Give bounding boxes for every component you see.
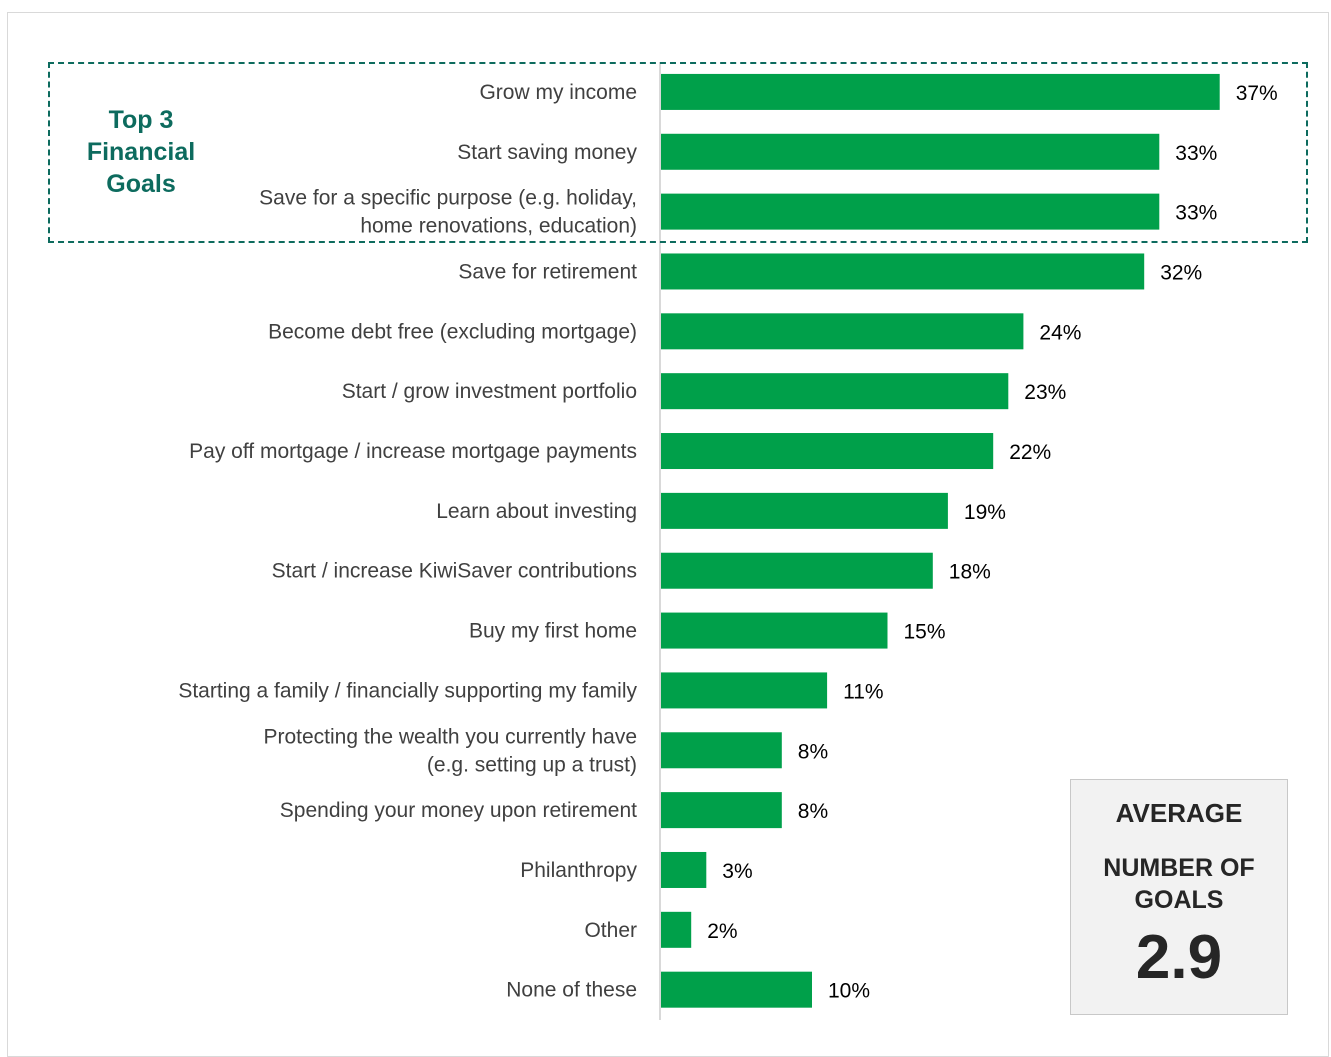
value-label: 10% [828,980,870,1003]
top-3-highlight-label: Top 3 Financial Goals [86,106,196,198]
bar [661,133,1160,170]
number-of-goals-label: NUMBER OF GOALS [1103,854,1255,914]
category-label-line: Become debt free (excluding mortgage) [268,320,637,343]
category-label-line: Save for retirement [458,260,637,283]
value-label: 22% [1009,441,1051,464]
value-label: 33% [1175,202,1217,225]
category-label-line: Buy my first home [469,620,637,643]
value-label: 18% [949,561,991,584]
category-label: Other [584,919,637,942]
bar [661,73,1220,110]
bar [661,732,782,769]
value-label: 33% [1175,142,1217,165]
bar [661,193,1160,230]
category-label: Protecting the wealth you currently have… [263,725,637,776]
category-label: Start / grow investment portfolio [342,380,637,403]
bar [661,253,1145,290]
category-label-line: (e.g. setting up a trust) [427,753,637,776]
value-label: 24% [1039,321,1081,344]
category-label-line: Pay off mortgage / increase mortgage pay… [189,440,637,463]
bar [661,851,707,888]
category-label: None of these [506,979,637,1002]
bars-layer [661,73,1220,1008]
category-label-line: Protecting the wealth you currently have [263,725,637,748]
value-label: 8% [798,740,828,763]
average-goals-box: AVERAGE NUMBER OF GOALS 2.9 [1070,779,1288,1015]
category-label: Philanthropy [520,859,637,882]
category-label-line: home renovations, education) [360,215,637,238]
category-label: Grow my income [479,81,637,104]
value-label: 19% [964,501,1006,524]
value-label: 37% [1236,82,1278,105]
bar [661,552,933,589]
category-label-line: None of these [506,979,637,1002]
value-label: 2% [707,920,737,943]
category-label-line: Other [584,919,637,942]
average-label: AVERAGE [1115,798,1243,828]
category-label-line: Grow my income [479,81,637,104]
category-label: Start / increase KiwiSaver contributions [272,560,637,583]
category-label-line: Start saving money [457,141,637,164]
value-label: 3% [722,860,752,883]
category-label: Start saving money [457,141,637,164]
value-label: 11% [843,680,883,703]
category-label-line: Start / grow investment portfolio [342,380,637,403]
category-label: Spending your money upon retirement [280,799,637,822]
bar [661,672,828,709]
category-label-line: Philanthropy [520,859,637,882]
category-label-line: Start / increase KiwiSaver contributions [272,560,637,583]
category-label-line: Learn about investing [436,500,637,523]
bar [661,971,812,1008]
bar [661,373,1009,410]
bar [661,492,948,529]
category-label: Pay off mortgage / increase mortgage pay… [189,440,637,463]
value-label: 8% [798,800,828,823]
category-label: Become debt free (excluding mortgage) [268,320,637,343]
average-goals-value: 2.9 [1135,923,1223,992]
category-label: Learn about investing [436,500,637,523]
bar [661,313,1024,350]
category-label: Buy my first home [469,620,637,643]
value-label: 32% [1160,261,1202,284]
category-labels: Grow my income Start saving money Save for… [178,81,637,1002]
category-label: Starting a family / financially supporti… [178,679,637,702]
category-label-line: Spending your money upon retirement [280,799,637,822]
value-labels: 37% 33% 33% 32% 24% 23% 22% 19% 18% 15% 11% 8% 8% 3% 2… [707,82,1278,1003]
value-label: 23% [1024,381,1066,404]
value-label: 15% [904,621,946,644]
top-3-highlight-box [48,62,1308,243]
bar [661,792,782,829]
category-label: Save for a specific purpose (e.g. holida… [259,187,637,238]
bar [661,612,888,649]
category-label: Save for retirement [458,260,637,283]
category-label-line: Save for a specific purpose (e.g. holida… [259,187,637,210]
bar [661,911,692,948]
bar [661,433,994,470]
category-label-line: Starting a family / financially supporti… [178,679,637,702]
